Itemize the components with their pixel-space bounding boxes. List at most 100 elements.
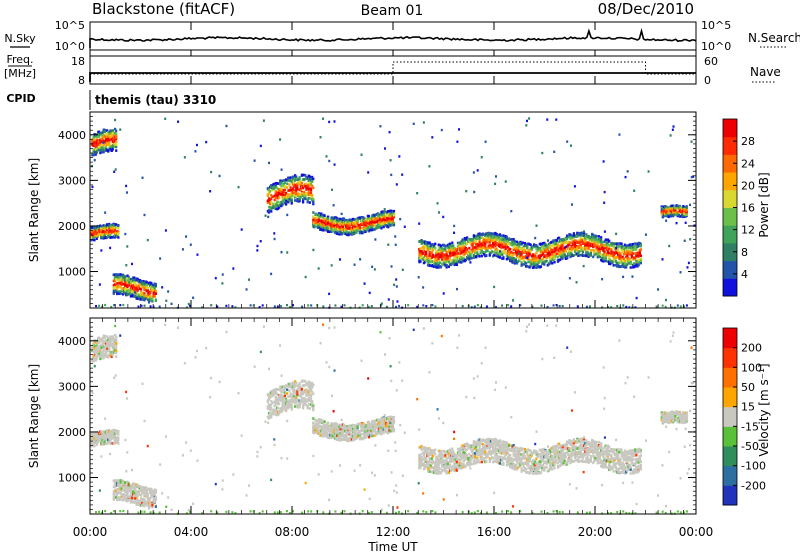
velocity-cell <box>115 338 118 342</box>
power-cell <box>95 138 99 141</box>
power-cell <box>436 262 439 266</box>
power-cell <box>371 265 374 268</box>
power-cell <box>595 238 598 242</box>
power-cell <box>309 191 313 195</box>
power-cell <box>91 233 94 236</box>
freq-ytick-top: 18 <box>71 55 85 68</box>
power-cell <box>594 237 597 241</box>
power-cell <box>461 238 464 241</box>
ytick-label: 3000 <box>58 174 86 187</box>
power-cell <box>274 203 277 206</box>
power-cell <box>120 278 123 282</box>
power-cell <box>308 191 311 195</box>
power-cell <box>622 304 625 307</box>
power-cell <box>307 304 310 307</box>
power-cell <box>584 254 587 257</box>
power-cell <box>334 226 338 229</box>
power-cell <box>383 208 386 211</box>
power-cell <box>456 241 460 245</box>
power-cell <box>437 263 440 267</box>
power-cell <box>595 252 598 256</box>
power-cell <box>602 246 605 249</box>
power-cell <box>112 223 115 227</box>
power-cell <box>387 214 390 218</box>
power-cell <box>102 236 105 239</box>
power-cell <box>312 215 315 219</box>
power-cell <box>430 256 433 260</box>
power-cell <box>558 258 561 262</box>
power-cell <box>496 253 499 257</box>
power-cell <box>349 232 352 236</box>
power-cell <box>383 223 386 227</box>
power-cell <box>389 221 392 224</box>
power-cell <box>321 220 324 224</box>
power-cell <box>598 255 602 259</box>
power-cell <box>576 231 579 235</box>
power-cell <box>560 241 563 245</box>
power-cell <box>667 215 670 219</box>
power-cell <box>128 284 131 287</box>
power-cell <box>559 254 562 258</box>
power-cell <box>308 201 311 204</box>
power-cell <box>379 125 382 128</box>
power-cell <box>423 242 427 246</box>
power-cell <box>322 117 325 120</box>
power-cell <box>510 242 513 246</box>
power-cell <box>276 205 280 208</box>
power-cell <box>249 304 252 307</box>
power-cell <box>361 304 364 307</box>
power-cell <box>572 232 575 235</box>
power-cell <box>619 264 622 268</box>
date-title: 08/Dec/2010 <box>598 0 694 18</box>
power-cell <box>631 252 635 255</box>
power-cell <box>95 140 99 143</box>
power-cell <box>346 226 349 230</box>
power-cell <box>546 245 549 249</box>
power-cell <box>542 257 545 261</box>
power-cell <box>317 224 321 228</box>
power-cell <box>301 178 305 181</box>
power-cell <box>523 241 527 245</box>
power-cell <box>99 151 102 155</box>
power-cell <box>276 193 280 197</box>
power-cell <box>519 247 522 251</box>
power-cell <box>345 221 348 224</box>
power-cell <box>279 183 282 186</box>
power-cell <box>431 255 435 259</box>
power-cell <box>141 298 144 301</box>
power-cell <box>149 283 152 287</box>
power-cell <box>418 250 421 254</box>
power-cell <box>150 283 153 286</box>
power-cell <box>399 217 402 221</box>
power-cell <box>177 120 180 123</box>
power-cell <box>106 129 109 132</box>
power-cell <box>115 145 118 149</box>
power-cell <box>365 222 368 225</box>
power-cell <box>389 217 392 221</box>
power-cell <box>503 241 506 244</box>
power-cell <box>273 305 276 308</box>
power-cell <box>275 196 279 200</box>
power-cell <box>450 254 453 257</box>
power-cell <box>386 218 389 222</box>
power-cell <box>137 285 140 288</box>
power-cell <box>503 238 506 242</box>
power-cell <box>122 282 126 286</box>
power-cell <box>309 197 313 200</box>
power-cell <box>623 250 627 254</box>
power-cell <box>341 225 344 229</box>
power-cell <box>609 254 612 258</box>
power-cell <box>610 252 613 255</box>
power-cell <box>150 282 153 285</box>
power-cell <box>610 253 613 257</box>
power-cell <box>600 243 603 246</box>
power-cell <box>456 260 460 263</box>
power-cell <box>248 278 251 281</box>
power-cell <box>528 249 531 252</box>
power-cell <box>476 247 479 251</box>
power-cell <box>324 220 327 224</box>
power-cell <box>442 253 445 257</box>
power-cell <box>392 213 396 217</box>
power-cell <box>603 243 606 247</box>
power-cell <box>471 250 474 253</box>
